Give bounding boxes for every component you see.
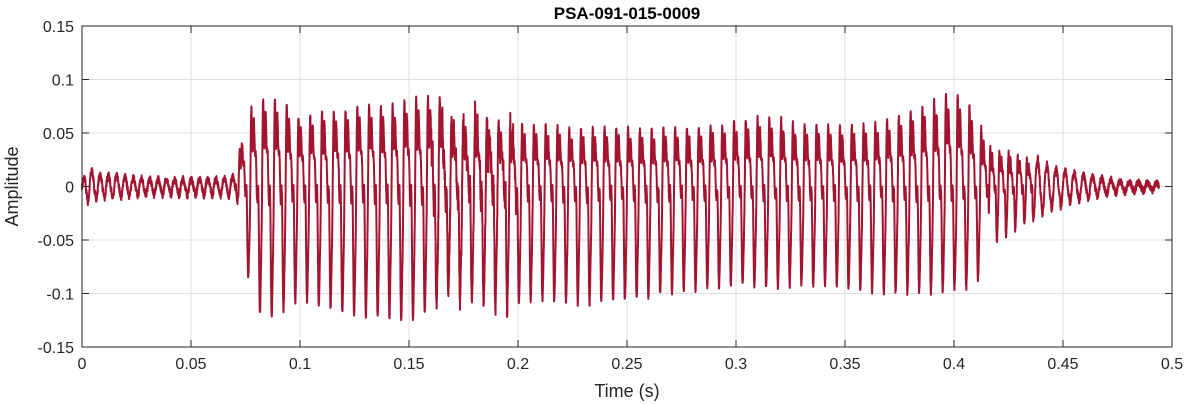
y-tick-label: -0.15 <box>38 340 75 357</box>
x-tick-label: 0 <box>78 356 87 373</box>
x-tick-label: 0.45 <box>1047 356 1078 373</box>
x-tick-label: 0.25 <box>611 356 642 373</box>
x-axis-label: Time (s) <box>594 381 659 401</box>
chart-title: PSA-091-015-0009 <box>554 4 700 23</box>
y-tick-label: 0.1 <box>52 73 74 90</box>
x-tick-label: 0.35 <box>829 356 860 373</box>
x-tick-label: 0.15 <box>393 356 424 373</box>
x-tick-label: 0.3 <box>725 356 747 373</box>
y-tick-label: 0 <box>65 180 74 197</box>
x-tick-label: 0.4 <box>943 356 965 373</box>
x-tick-label: 0.2 <box>507 356 529 373</box>
x-tick-label: 0.1 <box>289 356 311 373</box>
y-tick-label: -0.05 <box>38 233 75 250</box>
y-tick-labels: -0.15 -0.1 -0.05 0 0.05 0.1 0.15 <box>38 19 75 357</box>
x-tick-label: 0.5 <box>1161 356 1183 373</box>
y-tick-label: -0.1 <box>46 287 74 304</box>
x-tick-label: 0.05 <box>175 356 206 373</box>
y-tick-label: 0.05 <box>43 126 74 143</box>
y-tick-label: 0.15 <box>43 19 74 36</box>
y-axis-label: Amplitude <box>2 146 22 226</box>
x-tick-labels: 0 0.05 0.1 0.15 0.2 0.25 0.3 0.35 0.4 0.45 0.5 <box>78 356 1184 373</box>
waveform-line <box>81 92 1160 322</box>
tick-marks <box>81 25 1173 348</box>
